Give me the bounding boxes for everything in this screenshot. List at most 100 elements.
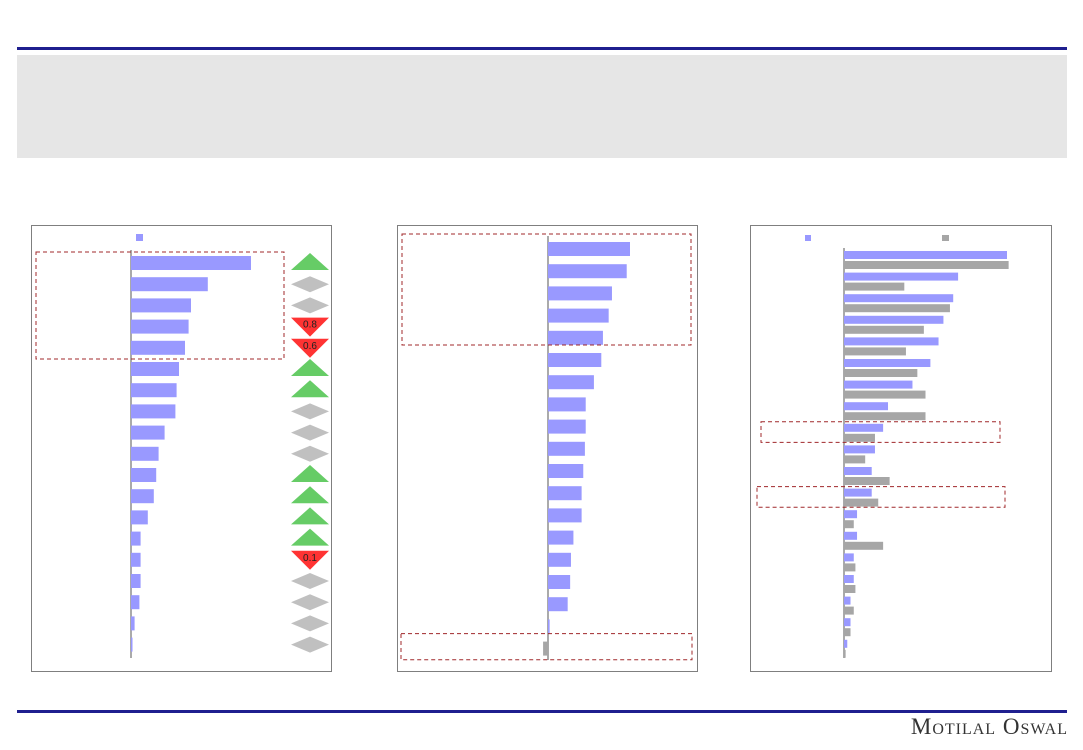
bar-6 [131, 383, 177, 398]
bar-18 [543, 641, 548, 656]
legend-swatch-1 [805, 235, 811, 241]
bar-s1-10 [844, 467, 872, 475]
bar-5 [548, 353, 602, 367]
bar-14 [131, 552, 141, 567]
bar-s2-1 [844, 282, 905, 291]
bar-s1-8 [844, 423, 884, 432]
header-band [17, 55, 1067, 158]
highlight-box-1 [756, 486, 1006, 508]
bar-15 [548, 575, 571, 589]
bar-s1-0 [844, 251, 1007, 259]
change-marker-10 [291, 465, 329, 482]
brand-logo-text: Motilal Oswal [910, 714, 1068, 739]
bar-s2-9 [844, 455, 866, 464]
change-marker-15 [291, 573, 329, 589]
change-marker-1 [291, 276, 329, 293]
bar-s1-7 [844, 402, 889, 411]
change-label-3: 0.8 [303, 320, 317, 331]
chart-right-svg [756, 235, 1009, 658]
bar-6 [548, 375, 594, 390]
bar-s2-18 [844, 649, 846, 658]
bar-1 [131, 277, 208, 292]
bar-s1-17 [844, 618, 851, 627]
bar-s2-8 [844, 433, 875, 442]
bar-s1-11 [844, 488, 872, 497]
change-marker-2 [291, 297, 329, 314]
change-marker-13 [291, 528, 329, 546]
chart-panel-middle [397, 225, 698, 672]
highlight-box-1 [400, 633, 693, 661]
bar-s2-16 [844, 606, 854, 615]
bar-s2-17 [844, 628, 851, 637]
chart-left-svg: 0.8 0.6 0.1 [35, 234, 329, 658]
change-marker-16 [291, 594, 329, 611]
change-marker-3 [291, 317, 329, 337]
bar-0 [548, 242, 630, 256]
bar-s2-2 [844, 304, 950, 313]
chart-panel-right [750, 225, 1052, 672]
bar-s1-12 [844, 510, 858, 519]
bar-5 [131, 362, 179, 376]
bar-14 [548, 552, 571, 567]
bar-s2-7 [844, 412, 926, 421]
legend-swatch [136, 234, 143, 241]
bar-s2-12 [844, 520, 854, 529]
change-marker-12 [291, 507, 329, 525]
bar-17 [548, 619, 550, 634]
change-marker-6 [291, 380, 329, 398]
bar-2 [548, 286, 612, 301]
change-label-4: 0.6 [303, 341, 317, 352]
bar-s1-16 [844, 596, 851, 605]
bar-16 [548, 597, 568, 612]
change-marker-14 [291, 550, 329, 570]
bar-4 [131, 340, 185, 355]
bar-9 [548, 441, 585, 456]
change-marker-4 [291, 338, 329, 358]
change-marker-8 [291, 424, 329, 441]
bar-s2-0 [844, 261, 1009, 269]
change-marker-7 [291, 403, 329, 420]
bar-s2-6 [844, 390, 926, 399]
legend-swatch-2 [942, 235, 949, 241]
bar-s1-9 [844, 445, 875, 454]
bar-s1-5 [844, 359, 931, 367]
bar-9 [131, 446, 159, 461]
bar-13 [131, 531, 141, 546]
bar-s1-6 [844, 380, 913, 389]
bar-12 [548, 508, 582, 523]
bar-s2-11 [844, 498, 879, 507]
bar-s2-4 [844, 347, 906, 356]
bar-s2-3 [844, 325, 924, 334]
highlight-box-0 [401, 233, 692, 346]
bar-s2-10 [844, 477, 890, 485]
bar-8 [131, 425, 165, 440]
bar-s1-13 [844, 531, 858, 540]
bar-11 [131, 489, 154, 504]
bar-13 [548, 530, 574, 545]
bar-1 [548, 264, 627, 279]
change-marker-5 [291, 359, 329, 376]
bar-7 [548, 397, 586, 412]
bar-s1-4 [844, 337, 939, 346]
bar-10 [548, 464, 584, 478]
bar-s2-5 [844, 369, 918, 377]
bar-s2-13 [844, 541, 884, 550]
bar-s1-2 [844, 294, 954, 303]
bar-3 [548, 308, 609, 323]
bar-s2-15 [844, 585, 856, 593]
change-label-14: 0.1 [303, 553, 317, 564]
bottom-rule [17, 710, 1067, 713]
bar-s1-14 [844, 553, 854, 562]
bar-7 [131, 404, 176, 419]
change-marker-0 [291, 253, 329, 270]
bar-8 [548, 419, 586, 434]
bar-15 [131, 574, 141, 588]
bar-10 [131, 468, 157, 482]
bar-12 [131, 510, 148, 525]
bar-0 [131, 256, 251, 270]
bar-16 [131, 595, 140, 610]
change-marker-17 [291, 615, 329, 632]
bar-s1-1 [844, 272, 959, 281]
bar-11 [548, 486, 582, 501]
highlight-box [35, 251, 285, 360]
